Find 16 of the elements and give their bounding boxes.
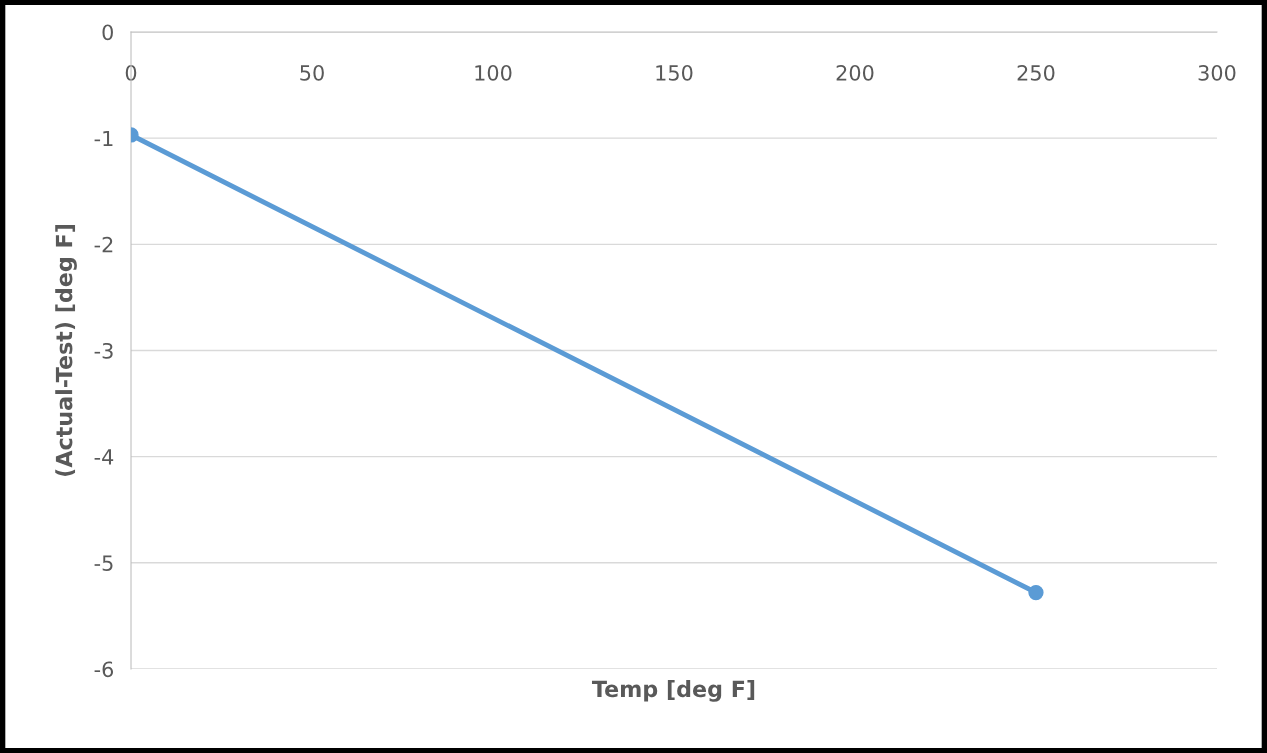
y-axis-title: (Actual-Test) [deg F] [55,225,77,476]
x-tick-label: 100 [475,64,512,81]
y-tick-label: -1 [94,130,113,147]
x-axis-title: Temp [deg F] [591,680,755,702]
x-tick-label: 50 [300,64,324,81]
y-tick-label: -6 [94,661,114,678]
x-tick-label: 150 [656,64,693,81]
x-tick-label: 200 [836,64,874,81]
x-tick-label: 0 [125,64,137,81]
y-tick-label: -5 [94,555,113,572]
y-tick-label: -4 [94,449,114,465]
y-tick-label: -3 [94,342,113,359]
y-tick-label: -2 [94,236,113,253]
x-tick-label: 300 [1198,64,1236,81]
y-tick-label: 0 [102,24,113,41]
x-tick-label: 250 [1017,64,1055,81]
